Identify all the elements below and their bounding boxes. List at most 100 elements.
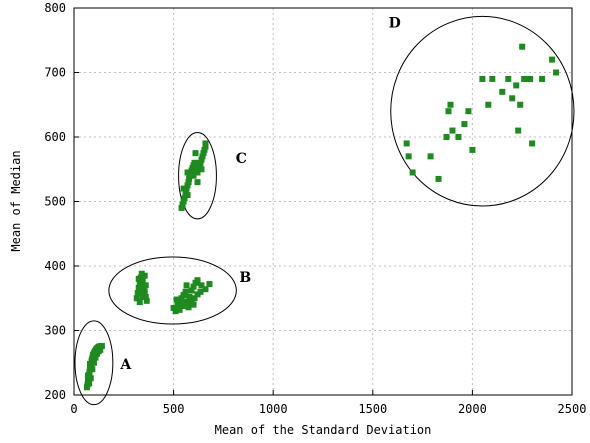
cluster-b-point: [198, 282, 205, 289]
y-tick-label: 200: [44, 388, 66, 402]
cluster-d-point: [465, 108, 472, 115]
cluster-a-point: [86, 361, 93, 368]
cluster-d-point: [461, 121, 468, 128]
cluster-c-point: [196, 163, 203, 170]
cluster-d-ellipse: [390, 15, 575, 207]
cluster-d-point: [505, 75, 512, 82]
cluster-c-point: [198, 156, 205, 163]
y-tick-label: 800: [44, 1, 66, 15]
y-tick-label: 600: [44, 130, 66, 144]
cluster-d-point: [405, 153, 412, 160]
x-tick-label: 2500: [558, 402, 587, 416]
cluster-c-label: C: [236, 151, 247, 167]
cluster-a-ellipse: [74, 320, 114, 406]
cluster-b-point: [202, 286, 209, 293]
cluster-d-label: D: [389, 15, 401, 31]
cluster-c-point: [185, 179, 192, 186]
cluster-d-point: [553, 69, 560, 76]
cluster-c-point: [184, 169, 191, 176]
cluster-c-point: [180, 198, 187, 205]
cluster-c-point: [190, 172, 197, 179]
cluster-d-point: [523, 75, 530, 82]
cluster-c-point: [186, 175, 193, 182]
cluster-c-point: [200, 150, 207, 157]
cluster-d-point: [479, 75, 486, 82]
cluster-a-point: [89, 366, 96, 373]
cluster-a-point: [90, 359, 97, 366]
cluster-b-point: [182, 288, 189, 295]
x-tick-label: 0: [70, 402, 77, 416]
cluster-d-point: [469, 146, 476, 153]
cluster-b-point: [133, 295, 140, 302]
cluster-d-point: [427, 153, 434, 160]
cluster-b-point: [178, 295, 185, 302]
cluster-c-point: [194, 169, 201, 176]
cluster-d-point: [509, 95, 516, 102]
cluster-d-point: [539, 75, 546, 82]
cluster-b-point: [191, 295, 198, 302]
cluster-a-label: A: [119, 357, 132, 373]
cluster-d-point: [549, 56, 556, 63]
cluster-b-point: [182, 300, 189, 307]
cluster-b-point: [186, 293, 193, 300]
cluster-c-point: [198, 166, 205, 173]
cluster-b-point: [183, 282, 190, 289]
cluster-b-point: [206, 281, 213, 288]
cluster-d-point: [489, 75, 496, 82]
cluster-b-point: [185, 304, 192, 311]
cluster-d-point: [443, 134, 450, 140]
cluster-c-point: [180, 185, 187, 192]
cluster-b-point: [190, 283, 197, 290]
cluster-c-point: [184, 192, 191, 199]
cluster-c-point: [179, 201, 186, 208]
x-tick-label: 500: [163, 402, 185, 416]
y-tick-label: 500: [44, 195, 66, 209]
y-tick-label: 300: [44, 324, 66, 338]
cluster-b-point: [176, 306, 183, 313]
x-axis-title: Mean of the Standard Deviation: [215, 423, 432, 437]
cluster-d-point: [455, 134, 462, 140]
y-tick-label: 700: [44, 66, 66, 80]
cluster-b-ellipse: [108, 256, 237, 325]
x-tick-label: 1000: [259, 402, 288, 416]
cluster-b-point: [142, 282, 149, 289]
cluster-b-point: [141, 272, 148, 279]
cluster-b-point: [197, 288, 204, 295]
cluster-b-point: [143, 297, 150, 304]
cluster-d-point: [529, 140, 536, 147]
cluster-b-point: [138, 288, 145, 295]
x-tick-label: 1500: [358, 402, 387, 416]
tick-labels: 0 500 1000 1500 2000 2500 200 300 400 500 600 700 80…: [44, 1, 586, 416]
cluster-d-point: [449, 127, 456, 134]
cluster-b-point: [172, 308, 179, 315]
cluster-b-point: [190, 301, 197, 308]
cluster-d-point: [435, 175, 442, 182]
cluster-b-point: [135, 275, 142, 282]
cluster-d-point: [409, 169, 416, 176]
cluster-c-point: [191, 159, 198, 166]
cluster-b-point: [173, 296, 180, 303]
cluster-b-point: [139, 293, 146, 300]
cluster-c-point: [202, 143, 209, 150]
cluster-c-point: [201, 146, 208, 153]
cluster-b-point: [194, 277, 201, 284]
cluster-b-point: [180, 292, 187, 299]
cluster-c-ellipse: [178, 131, 217, 220]
data-points: [83, 43, 560, 391]
cluster-b-point: [139, 277, 146, 284]
cluster-a-point: [84, 372, 91, 379]
cluster-d-point: [517, 101, 524, 108]
cluster-d-point: [445, 108, 452, 115]
cluster-b-point: [136, 299, 143, 306]
cluster-b-point: [135, 284, 142, 291]
cluster-b-point: [134, 290, 141, 297]
plot-frame: [73, 7, 573, 396]
cluster-d-point: [499, 88, 506, 95]
cluster-d-point: [519, 43, 526, 50]
cluster-d-point: [527, 75, 534, 82]
cluster-a-point: [92, 349, 99, 356]
cluster-d-point: [403, 140, 410, 147]
cluster-c-point: [194, 179, 201, 186]
y-axis-title: Mean of Median: [9, 150, 23, 251]
y-tick-label: 400: [44, 259, 66, 273]
